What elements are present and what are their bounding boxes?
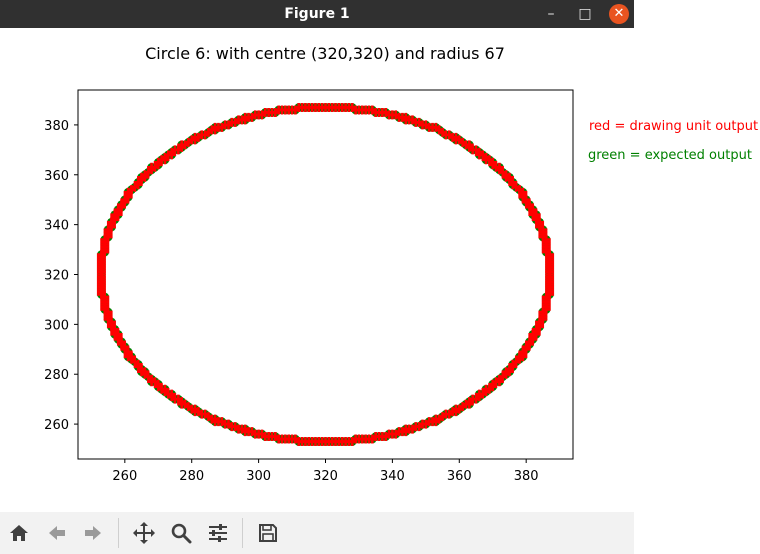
close-icon[interactable]: ✕	[609, 4, 629, 24]
plot-area	[77, 89, 574, 460]
configure-subplots-icon[interactable]	[205, 520, 231, 546]
legend-green-annotation: green = expected output	[588, 148, 752, 163]
minimize-icon[interactable]: –	[547, 6, 555, 22]
x-tick-label: 260	[112, 469, 137, 484]
forward-arrow-icon[interactable]	[80, 520, 106, 546]
chart: Circle 6: with centre (320,320) and radi…	[44, 44, 758, 484]
back-arrow-icon[interactable]	[44, 520, 70, 546]
home-icon[interactable]	[6, 520, 32, 546]
figure-toolbar	[0, 512, 634, 554]
window-titlebar: Figure 1 – □ ✕	[0, 0, 634, 28]
save-icon[interactable]	[255, 520, 281, 546]
zoom-icon[interactable]	[168, 520, 194, 546]
y-tick-label: 340	[44, 219, 69, 234]
x-tick-label: 360	[447, 469, 472, 484]
y-tick-label: 320	[44, 269, 69, 284]
pan-icon[interactable]	[131, 520, 157, 546]
window-title: Figure 1	[284, 6, 350, 22]
y-tick-label: 280	[44, 368, 69, 383]
toolbar-separator	[118, 518, 119, 548]
x-tick-label: 380	[514, 469, 539, 484]
y-tick-label: 300	[44, 318, 69, 333]
y-tick-label: 360	[44, 169, 69, 184]
y-tick-label: 380	[44, 119, 69, 134]
legend-red-annotation: red = drawing unit output	[589, 119, 758, 134]
red-point	[545, 272, 555, 282]
x-tick-label: 280	[179, 469, 204, 484]
y-tick-label: 260	[44, 418, 69, 433]
x-tick-label: 340	[380, 469, 405, 484]
x-tick-label: 300	[246, 469, 271, 484]
maximize-icon[interactable]: □	[578, 6, 592, 22]
chart-title: Circle 6: with centre (320,320) and radi…	[145, 44, 505, 63]
toolbar-separator	[242, 518, 243, 548]
x-tick-label: 320	[313, 469, 338, 484]
